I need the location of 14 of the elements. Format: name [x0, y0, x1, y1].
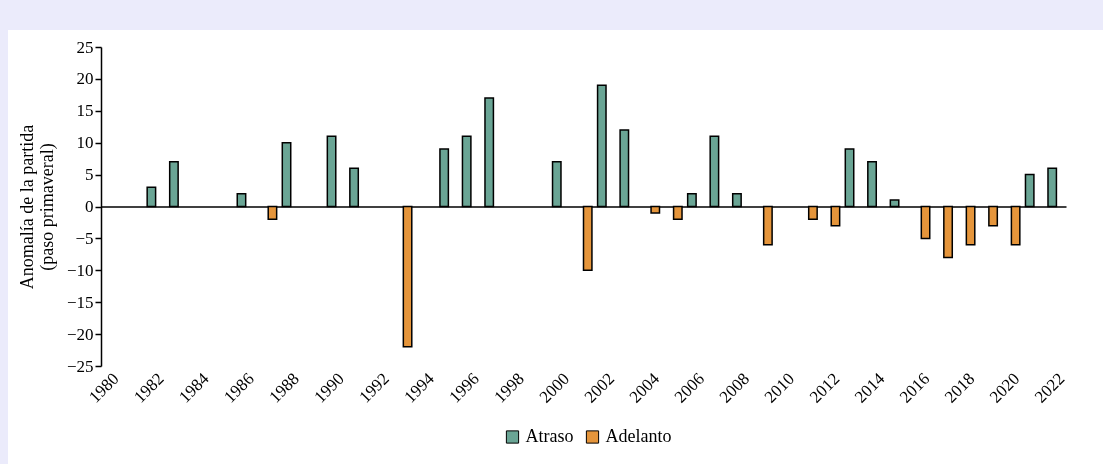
y-tick-label: −20 — [66, 324, 94, 344]
y-tick-label: −10 — [66, 260, 94, 280]
y-tick-label: 25 — [76, 37, 94, 57]
y-tick-label: −15 — [66, 292, 94, 312]
y-axis-title: Anomalía de la partida (paso primaveral) — [16, 124, 58, 290]
y-tick-label: 20 — [76, 69, 94, 89]
y-tick-label: −5 — [75, 228, 94, 248]
y-tick-label: 10 — [76, 133, 94, 153]
y-tick-label: 5 — [85, 165, 94, 185]
legend-label: Adelanto — [605, 426, 672, 446]
y-tick-label: −25 — [66, 356, 94, 376]
legend-label: Atraso — [525, 426, 574, 446]
y-tick-label: 15 — [76, 101, 94, 121]
y-tick-label: 0 — [85, 197, 94, 216]
